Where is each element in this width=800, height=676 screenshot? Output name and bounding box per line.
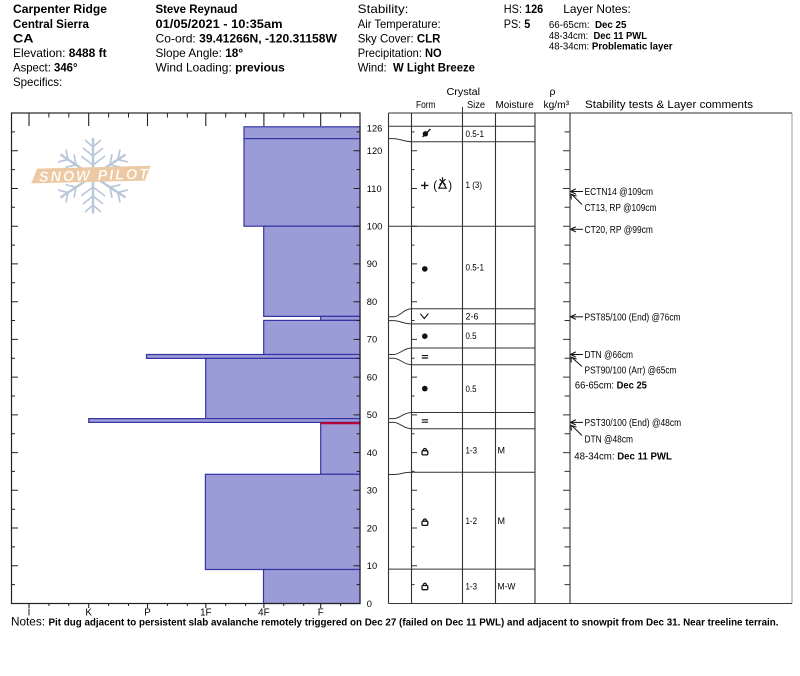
svg-text:2-6: 2-6 [466, 312, 479, 322]
svg-text:kg/m³: kg/m³ [544, 99, 570, 111]
svg-text:90: 90 [367, 259, 377, 269]
svg-text:Co-ord: 39.41266N, -120.31158W: Co-ord: 39.41266N, -120.31158W [156, 31, 338, 45]
svg-text:F: F [318, 608, 324, 619]
svg-text:0: 0 [367, 599, 372, 609]
svg-text:DTN @66cm: DTN @66cm [585, 350, 634, 361]
svg-text:Moisture: Moisture [496, 99, 534, 111]
svg-text:Specifics:: Specifics: [13, 75, 62, 89]
svg-text:K: K [85, 608, 92, 619]
svg-text:SNOW PILOT: SNOW PILOT [39, 167, 150, 186]
svg-text:40: 40 [367, 448, 377, 458]
svg-text:Aspect: 346°: Aspect: 346° [13, 60, 78, 74]
svg-text:60: 60 [367, 372, 377, 382]
svg-text:(: ( [433, 180, 437, 192]
svg-text:10: 10 [367, 561, 377, 571]
svg-text:1-3: 1-3 [466, 446, 478, 456]
svg-text:126: 126 [367, 123, 383, 133]
svg-text:DTN @48cm: DTN @48cm [585, 435, 634, 446]
svg-text:48-34cm: Problematic layer: 48-34cm: Problematic layer [549, 42, 673, 53]
svg-text:P: P [144, 608, 151, 619]
svg-text:0.5-1: 0.5-1 [466, 129, 485, 139]
svg-text:Elevation: 8488 ft: Elevation: 8488 ft [13, 46, 107, 60]
svg-text:PS: 5: PS: 5 [504, 17, 531, 31]
svg-text:Stability tests & Layer commen: Stability tests & Layer comments [585, 99, 754, 111]
svg-text:M-W: M-W [498, 581, 516, 591]
svg-text:0.5: 0.5 [466, 384, 477, 394]
svg-text:01/05/2021 - 10:35am: 01/05/2021 - 10:35am [156, 17, 283, 31]
svg-text:Wind: W Light Breeze: Wind: W Light Breeze [358, 60, 476, 74]
svg-text:ECTN14 @109cm: ECTN14 @109cm [585, 187, 654, 198]
svg-text:): ) [448, 180, 452, 192]
svg-text:Precipitation: NO: Precipitation: NO [358, 46, 442, 60]
svg-text:PST85/100 (End) @76cm: PST85/100 (End) @76cm [585, 312, 681, 323]
svg-text:Crystal: Crystal [447, 86, 481, 98]
svg-text:66-65cm: Dec 25: 66-65cm: Dec 25 [575, 380, 647, 392]
svg-text:20: 20 [367, 523, 377, 533]
svg-text:Central Sierra: Central Sierra [13, 17, 89, 31]
svg-text:CT13, RP @109cm: CT13, RP @109cm [585, 203, 657, 214]
svg-text:CT20, RP @99cm: CT20, RP @99cm [585, 225, 653, 236]
svg-text:100: 100 [367, 222, 383, 232]
svg-text:M: M [498, 516, 506, 526]
svg-text:Form: Form [416, 99, 436, 111]
svg-text:80: 80 [367, 297, 377, 307]
svg-text:Air Temperature:: Air Temperature: [358, 17, 441, 31]
svg-text:1-3: 1-3 [466, 581, 478, 591]
svg-text:PST30/100 (End) @48cm: PST30/100 (End) @48cm [585, 418, 682, 429]
svg-text:4F: 4F [258, 608, 269, 619]
svg-text:Slope Angle: 18°: Slope Angle: 18° [156, 46, 244, 60]
svg-text:70: 70 [367, 335, 377, 345]
svg-text:ρ: ρ [550, 86, 556, 98]
svg-text:1 (3): 1 (3) [466, 180, 483, 190]
svg-text:Carpenter Ridge: Carpenter Ridge [13, 2, 107, 16]
svg-text:I: I [28, 608, 31, 619]
svg-text:Notes:: Notes: [11, 614, 45, 628]
svg-text:48-34cm: Dec 11 PWL: 48-34cm: Dec 11 PWL [549, 31, 647, 42]
svg-text:Wind Loading: previous: Wind Loading: previous [156, 60, 286, 74]
svg-text:1-2: 1-2 [466, 516, 478, 526]
svg-text:Pit dug adjacent to persistent: Pit dug adjacent to persistent slab aval… [49, 617, 779, 628]
svg-text:110: 110 [367, 184, 382, 194]
svg-text:120: 120 [367, 146, 383, 156]
svg-text:1F: 1F [200, 608, 211, 619]
svg-text:Sky Cover: CLR: Sky Cover: CLR [358, 31, 441, 45]
svg-text:30: 30 [367, 486, 377, 496]
svg-text:PST90/100 (Arr) @65cm: PST90/100 (Arr) @65cm [585, 366, 677, 377]
svg-text:CA: CA [13, 31, 34, 45]
svg-text:Layer Notes:: Layer Notes: [563, 2, 631, 16]
svg-text:48-34cm: Dec 11 PWL: 48-34cm: Dec 11 PWL [574, 451, 672, 463]
svg-text:50: 50 [367, 410, 377, 420]
svg-text:M: M [498, 446, 506, 456]
svg-text:66-65cm: Dec 25: 66-65cm: Dec 25 [549, 20, 627, 31]
svg-text:HS: 126: HS: 126 [504, 2, 544, 16]
svg-text:0.5-1: 0.5-1 [466, 263, 485, 273]
svg-text:Stability:: Stability: [358, 2, 409, 16]
svg-text:0.5: 0.5 [466, 331, 477, 341]
svg-text:Size: Size [467, 99, 485, 111]
svg-text:Steve Reynaud: Steve Reynaud [156, 2, 238, 16]
